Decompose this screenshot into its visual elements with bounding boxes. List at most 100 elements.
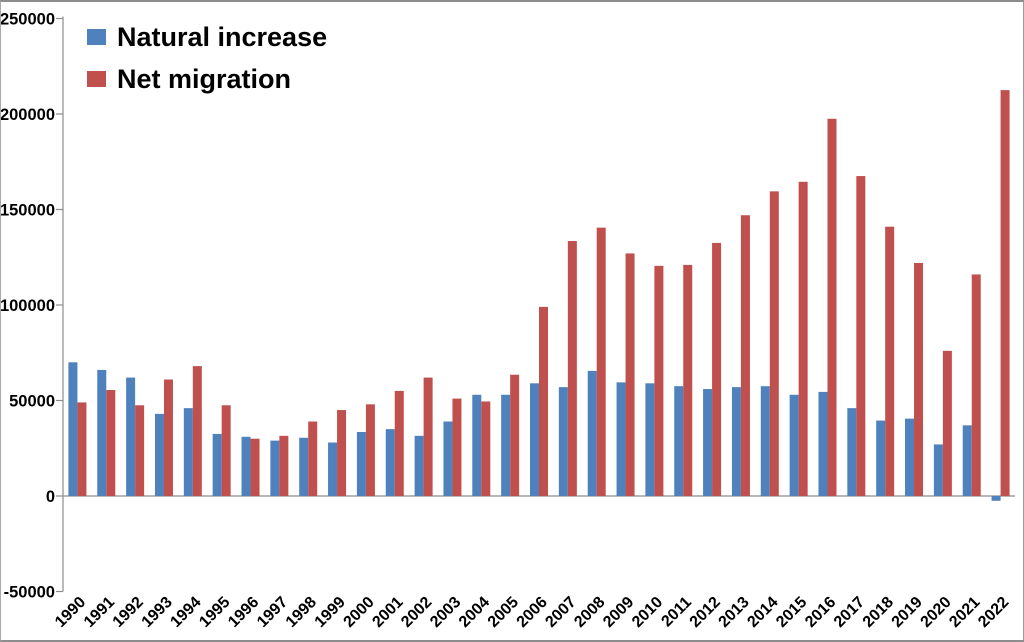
x-axis-tick-label-2010: 2010 [629,594,666,631]
legend-swatch-natural-increase [87,29,106,45]
bar-natural-increase-2008 [587,370,597,496]
bar-natural-increase-1999 [328,442,338,496]
bar-natural-increase-1998 [299,437,309,497]
bar-natural-increase-2005 [501,394,511,496]
x-axis-tick-label-2019: 2019 [889,594,926,631]
x-axis-tick-label-2012: 2012 [687,594,724,631]
x-axis-tick-label-2022: 2022 [975,594,1012,631]
bar-natural-increase-1991 [97,369,107,496]
bar-net-migration-2006 [539,306,548,496]
x-axis-tick-label-1996: 1996 [225,594,262,631]
bar-natural-increase-2001 [385,429,395,496]
bar-net-migration-1998 [308,421,318,496]
bar-natural-increase-2021 [962,425,972,496]
x-axis-tick-label-2015: 2015 [773,594,810,631]
y-axis-tick-label: 150000 [1,202,55,220]
bar-net-migration-2007 [567,241,577,496]
bar-net-migration-2020 [942,350,952,496]
x-axis-tick-label-2016: 2016 [802,594,839,631]
bar-natural-increase-2019 [905,418,915,496]
bar-natural-increase-2011 [674,386,684,497]
x-axis-tick-label-2011: 2011 [658,594,695,631]
y-axis-tick-label: 200000 [1,106,55,124]
x-axis-tick-label-1997: 1997 [254,594,291,631]
bar-natural-increase-2022 [991,496,1001,501]
bar-natural-increase-2006 [530,383,539,496]
x-axis-tick-label-1991: 1991 [81,594,118,631]
bar-natural-increase-1992 [126,377,136,496]
x-axis-tick-label-2013: 2013 [716,594,753,631]
bar-natural-increase-2015 [789,394,799,496]
y-axis-tick-label: 0 [46,488,55,506]
bar-natural-increase-2003 [443,421,453,496]
bar-net-migration-2022 [1000,90,1010,497]
bar-net-migration-1994 [192,366,202,496]
x-axis-tick-label-2003: 2003 [427,594,464,631]
x-axis-tick-label-2018: 2018 [860,594,897,631]
bar-net-migration-2011 [683,264,693,496]
bar-net-migration-2009 [625,253,635,496]
x-axis-tick-label-2001: 2001 [369,594,406,631]
y-axis-tick-label: -50000 [4,584,55,602]
x-axis-tick-label-2020: 2020 [918,594,955,631]
legend-item-net-migration: Net migration [87,58,327,100]
bar-natural-increase-2018 [876,420,886,497]
bar-net-migration-2021 [971,274,981,496]
bar-net-migration-2001 [394,390,404,496]
bar-natural-increase-1997 [270,440,280,496]
bar-net-migration-2008 [596,227,606,496]
bar-net-migration-2000 [365,404,375,496]
x-axis-tick-label-2017: 2017 [831,594,868,631]
bar-natural-increase-2013 [731,387,741,496]
x-axis-tick-label-1993: 1993 [139,594,176,631]
bar-net-migration-2019 [914,262,924,496]
bar-net-migration-2010 [654,265,664,497]
x-axis-tick-label-1994: 1994 [167,594,204,631]
bar-net-migration-1990 [77,402,87,496]
bar-natural-increase-1993 [154,413,164,496]
x-axis-tick-label-2014: 2014 [744,594,781,631]
bar-net-migration-1991 [106,390,116,496]
legend-item-natural-increase: Natural increase [87,16,327,58]
legend-swatch-net-migration [87,71,106,87]
chart-legend: Natural increase Net migration [87,16,327,100]
bar-natural-increase-2014 [760,386,770,497]
y-axis-tick-label: 100000 [1,297,55,315]
bar-net-migration-2013 [740,215,750,497]
y-axis-tick-label: 250000 [1,11,55,29]
bar-net-migration-2014 [769,191,779,497]
y-axis-tick-label: 50000 [9,393,55,411]
x-axis-tick-label-1992: 1992 [110,594,147,631]
bar-natural-increase-2017 [847,408,857,496]
bar-net-migration-1992 [135,405,145,496]
x-axis-tick-label-2007: 2007 [542,594,579,631]
bar-natural-increase-2010 [645,383,655,496]
x-axis-tick-label-1995: 1995 [196,594,233,631]
bar-natural-increase-2002 [414,435,424,496]
bar-net-migration-2015 [798,181,808,496]
x-axis-tick-label-1998: 1998 [283,594,320,631]
bar-net-migration-2017 [856,176,866,496]
bar-net-migration-1997 [279,435,289,496]
bar-net-migration-2002 [423,377,433,496]
bar-natural-increase-2020 [933,444,943,496]
bar-natural-increase-1996 [241,436,251,496]
x-axis-tick-label-2008: 2008 [571,594,608,631]
bar-natural-increase-2007 [558,387,568,496]
bar-natural-increase-2000 [356,432,366,496]
bar-net-migration-1996 [250,438,260,496]
bar-net-migration-2018 [885,226,895,496]
x-axis-tick-label-2006: 2006 [514,594,551,631]
bar-natural-increase-1994 [183,408,193,496]
bar-net-migration-1993 [163,379,173,496]
bar-natural-increase-2016 [818,391,828,496]
bar-net-migration-1999 [337,410,347,496]
bar-natural-increase-1990 [68,362,78,496]
x-axis-tick-label-1990: 1990 [52,594,89,631]
legend-label-natural-increase: Natural increase [117,21,328,52]
legend-label-net-migration: Net migration [117,63,292,94]
bar-net-migration-1995 [221,405,231,496]
x-axis-tick-label-2021: 2021 [946,594,983,631]
